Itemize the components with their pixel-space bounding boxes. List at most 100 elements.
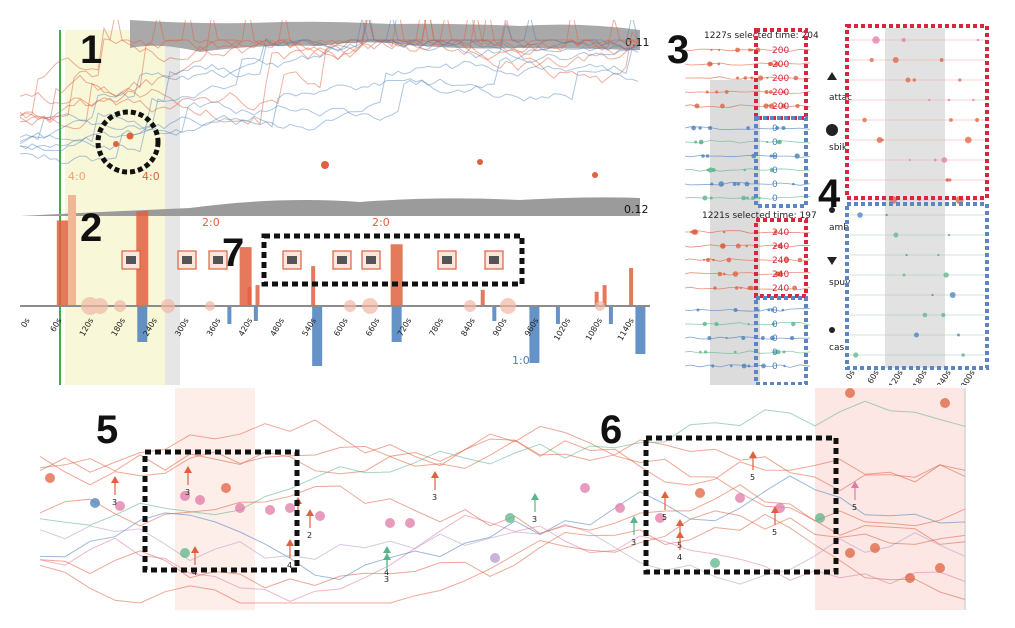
glyph-dot [893,232,899,238]
detail-dot [707,168,710,172]
blue-bar [137,306,148,342]
glyph-dot [976,38,980,42]
flow-chart: 33324343334555545 [39,388,966,610]
glyph-dot [958,78,962,82]
detail-dot [769,154,773,158]
detail-value-blue: 0 [772,166,778,176]
red-bar [480,289,485,306]
detail-dot [748,48,752,52]
detail-dot [750,76,754,80]
flow-dot [405,518,415,528]
detail-dot [722,230,726,234]
glyph-x-tick: 120s [887,369,905,386]
glyph-dot [947,98,951,102]
selection-chart: 1227s selected time: 204 1221s selected … [684,28,819,386]
flow-count-label: 5 [852,503,857,512]
red-bar [136,211,149,306]
score-label: 4:0 [68,170,86,183]
detail-dot [717,62,721,66]
glyph-chart: attac sbik amb spuv cas 0s 60s 120s 180s 240s 300… [826,24,989,390]
flow-arrow-icon [676,519,684,526]
detail-dot [747,285,752,291]
glyph-dot [972,98,975,102]
row-label: cas [829,343,844,353]
detail-dot [770,308,774,312]
row-marker-icon [827,72,837,80]
red-bar [255,285,260,306]
red-bar [629,268,634,306]
flow-line [39,514,966,602]
flow-dot [870,543,880,553]
detail-dot [773,349,778,355]
detail-dot [702,195,708,201]
flow-dot [505,513,515,523]
detail-dot [707,61,713,67]
glyph-panel: attac sbik amb spuv cas 0s 60s 120s 180s 240s 300… [825,20,995,390]
image-glyph-picture [126,256,136,264]
detail-value-red: 240 [772,228,789,238]
x-tick-label: 1020s [552,317,572,343]
detail-dot [782,90,786,94]
flow-dot [265,505,275,515]
x-tick-label: 840s [459,317,477,338]
glyph-dot [961,353,965,357]
detail-value-red: 200 [772,102,789,112]
flow-arrow-icon [191,546,199,553]
flow-line [39,419,966,492]
detail-dot [773,154,776,158]
flow-arrow-icon [531,493,539,500]
glyph-dot [869,57,874,63]
baseline-marker [114,300,126,312]
detail-dot [794,153,800,159]
detail-dot [777,243,783,249]
detail-row-line [684,90,811,94]
glyph-dot [957,333,960,337]
highlight-box-5 [142,449,300,573]
detail-dot [732,181,737,187]
x-tick-label: 660s [364,317,382,338]
glyph-dot [947,233,951,237]
detail-dot [781,103,786,109]
glyph-dot [853,352,859,358]
detail-value-red: 240 [772,270,789,280]
detail-dot [793,75,799,81]
detail-dot [768,103,775,109]
image-glyphs [121,250,504,270]
detail-dot [696,308,700,312]
detail-value-red: 240 [772,242,789,252]
glyph-dot [872,36,880,44]
glyph-x-tick: 240s [935,369,953,386]
blue-team-line [19,14,639,153]
detail-dot [743,76,748,80]
red-bar [68,195,76,306]
detail-dot [694,140,698,144]
detail-value-blue: 0 [772,124,778,134]
detail-dot [763,103,769,109]
blue-team-line [19,48,639,151]
glyph-dot [933,158,937,162]
flow-dot [695,488,705,498]
flow-arrow-icon [111,476,119,483]
detail-value-red: 200 [772,46,789,56]
detail-dot [784,257,790,263]
glyph-x-tick: 60s [866,369,881,386]
callout-1: 1 [80,28,103,72]
image-glyph-picture [337,256,347,264]
flow-line [39,475,966,581]
flow-count-label: 4 [677,553,682,562]
flow-arrow-icon [630,516,638,523]
baseline-markers [81,297,605,315]
red-bar [594,291,599,306]
glyph-dot [945,178,949,182]
selection-rows: 200 200 200 200 200 0 0 0 0 0 0 240 240 240 240 240 0 0 0 0… [684,46,811,372]
event-dot [321,161,329,169]
flow-line [39,439,966,486]
detail-row-line [684,48,811,52]
detail-dot [714,321,719,327]
detail-dot [692,229,699,235]
glyph-dot [928,98,931,102]
detail-dot [747,322,750,326]
baseline-marker [362,298,378,314]
glyph-x-tick: 180s [911,369,929,386]
detail-dot [792,182,795,186]
